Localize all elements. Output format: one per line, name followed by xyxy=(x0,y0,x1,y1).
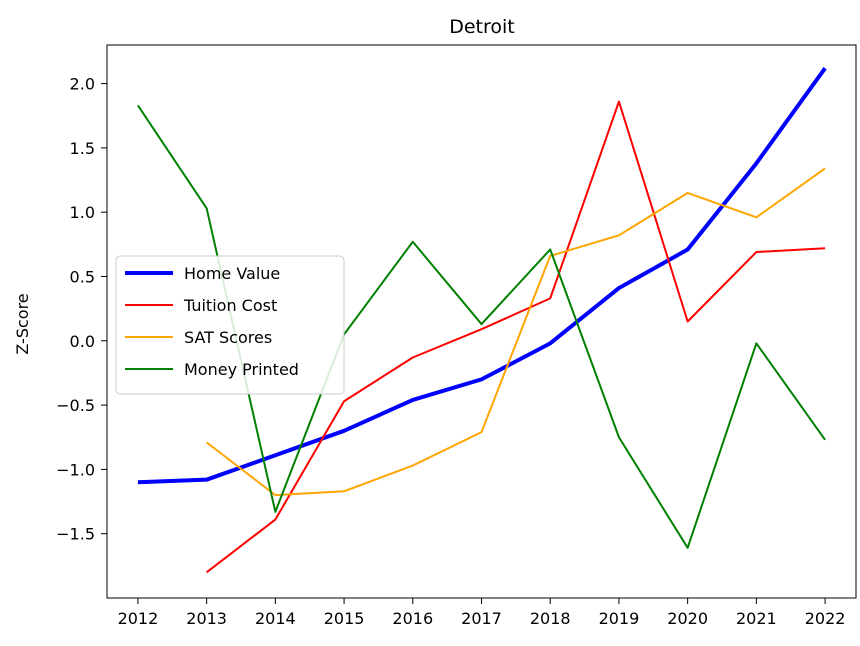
legend-label-home-value: Home Value xyxy=(184,264,280,283)
y-tick-label: 1.0 xyxy=(70,203,95,222)
x-tick-label: 2012 xyxy=(118,609,159,628)
x-tick-label: 2016 xyxy=(392,609,433,628)
x-tick-label: 2020 xyxy=(667,609,708,628)
x-tick-label: 2021 xyxy=(736,609,777,628)
series-line-home-value xyxy=(137,66,827,485)
y-tick-label: −1.0 xyxy=(56,460,95,479)
x-tick-label: 2019 xyxy=(599,609,640,628)
y-tick-label: 1.5 xyxy=(70,139,95,158)
legend-box xyxy=(115,255,345,395)
x-tick-label: 2022 xyxy=(805,609,846,628)
legend-label-tuition-cost: Tuition Cost xyxy=(183,296,277,315)
x-tick-label: 2014 xyxy=(255,609,296,628)
series-lines xyxy=(137,66,827,574)
y-axis-label: Z-Score xyxy=(13,293,32,354)
x-tick-label: 2013 xyxy=(186,609,227,628)
legend-label-money-printed: Money Printed xyxy=(184,360,299,379)
legend-label-sat-scores: SAT Scores xyxy=(184,328,272,347)
y-tick-label: 0.5 xyxy=(70,267,95,286)
x-axis: 2012 2013 2014 2015 2016 2017 2018 2019 2020 2021… xyxy=(118,598,846,628)
x-tick-label: 2015 xyxy=(324,609,365,628)
series-line-money-printed xyxy=(137,104,826,549)
y-tick-label: −0.5 xyxy=(56,396,95,415)
y-tick-label: 2.0 xyxy=(70,75,95,94)
y-axis: 2.0 1.5 1.0 0.5 0.0 −0.5 −1.0 −1.5 xyxy=(56,75,107,544)
series-line-sat-scores xyxy=(206,167,826,497)
legend: Home Value Tuition Cost SAT Scores Money Pr… xyxy=(115,255,345,395)
y-tick-label: −1.5 xyxy=(56,525,95,544)
series-line-tuition-cost xyxy=(206,100,826,574)
y-tick-label: 0.0 xyxy=(70,332,95,351)
x-tick-label: 2018 xyxy=(530,609,571,628)
x-tick-label: 2017 xyxy=(461,609,502,628)
chart-title: Detroit xyxy=(449,16,515,38)
